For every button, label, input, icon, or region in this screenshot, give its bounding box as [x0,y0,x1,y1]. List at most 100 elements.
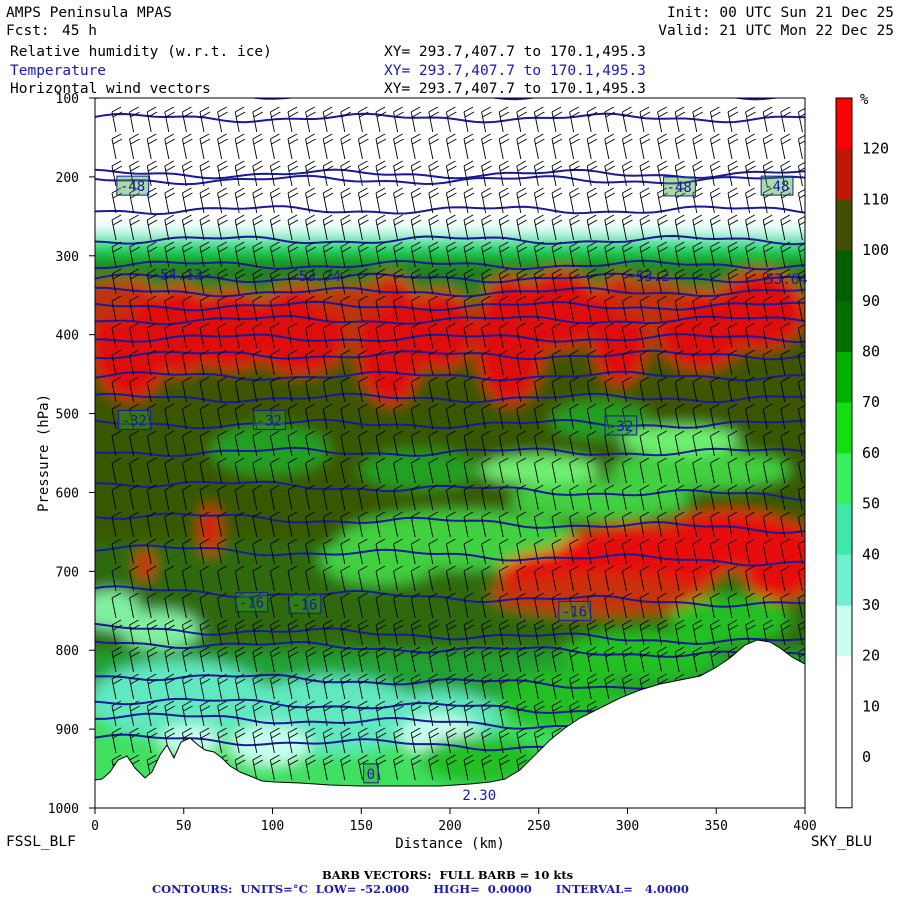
barb-staff [252,192,258,214]
wind-barb [164,268,176,295]
wind-barb [709,457,720,484]
barb-feather [111,322,122,329]
wind-barb [217,349,227,376]
barb-feather [481,754,491,761]
barb-staff [586,327,592,349]
barb-staff [498,651,504,673]
wind-barb [234,565,245,592]
wind-barb [340,565,351,592]
barb-staff [357,462,363,484]
barb-feather [235,678,246,685]
barb-feather [359,624,369,631]
barb-staff [252,381,258,403]
wind-barb [305,241,316,268]
barb-feather [164,349,175,356]
wind-barb [410,511,421,538]
wind-barb [639,268,651,295]
temperature-label: -16 [558,600,592,621]
wind-barb [745,268,756,295]
barb-staff [657,165,663,187]
wind-barb [463,322,474,349]
barb-feather [463,619,474,626]
wind-barb [709,322,720,349]
barb-feather [323,246,334,253]
wind-barb [357,619,369,646]
barb-feather [534,511,544,518]
barb-feather [306,246,316,253]
barb-staff [498,759,504,781]
barb-feather [639,430,650,437]
barb-feather [305,187,315,194]
wind-barb [621,295,632,322]
wind-barb [287,295,298,322]
barb-feather [763,165,774,172]
temperature-label-text: 2.30 [462,788,496,804]
wind-barb [181,349,192,376]
barb-feather [535,273,545,280]
barb-staff [393,354,399,376]
wind-barb [357,241,369,268]
wind-barb [217,727,228,754]
barb-feather [305,160,315,167]
wind-barb [533,511,544,538]
barb-feather [323,759,334,766]
barb-staff [252,273,258,295]
barb-feather [675,651,686,658]
wind-barb [621,322,632,349]
barb-feather [322,160,333,167]
barb-feather [623,219,633,226]
wind-barb [322,565,333,592]
wind-barb [516,106,528,133]
barb-staff [146,489,152,511]
wind-barb [674,511,685,538]
barb-feather [623,192,633,199]
barb-staff [181,111,187,133]
wind-barb [551,592,562,619]
wind-barb [639,214,651,241]
barb-staff [287,300,293,322]
wind-barb [393,619,404,646]
rh-patch [230,725,310,765]
wind-barb [727,565,738,592]
barb-staff [445,408,451,430]
wind-barb [692,160,704,187]
barb-feather [780,511,791,518]
barb-feather [517,165,528,172]
temperature-label-box [235,592,269,613]
barb-staff [217,489,223,511]
barb-feather [711,246,721,253]
wind-barb [780,538,791,565]
barb-feather [446,322,456,329]
x-tick-label: 100 [261,819,284,834]
barb-feather [305,349,315,356]
barb-staff [164,705,170,727]
barb-staff [269,246,275,268]
wind-barb [674,646,686,673]
wind-barb [129,592,139,619]
barb-staff [445,732,451,754]
barb-feather [393,565,403,572]
barb-feather [306,165,316,172]
barb-feather [200,651,211,658]
barb-feather [200,219,211,226]
barb-feather [481,403,491,410]
barb-feather [604,106,615,113]
barb-feather [165,705,176,712]
barb-feather [375,511,386,518]
barb-feather [727,133,738,140]
barb-feather [780,295,791,302]
wind-barb [780,484,791,511]
barb-feather [199,619,210,626]
barb-feather [305,295,315,302]
wind-barb [393,241,404,268]
barb-feather [217,376,227,383]
barb-feather [780,457,791,464]
barb-staff [604,543,610,565]
barb-feather [692,430,703,437]
barb-feather [639,403,650,410]
barb-staff [533,381,539,403]
barb-staff [287,219,293,241]
barb-feather [762,268,773,275]
barb-feather [428,484,439,491]
wind-barb [129,511,139,538]
